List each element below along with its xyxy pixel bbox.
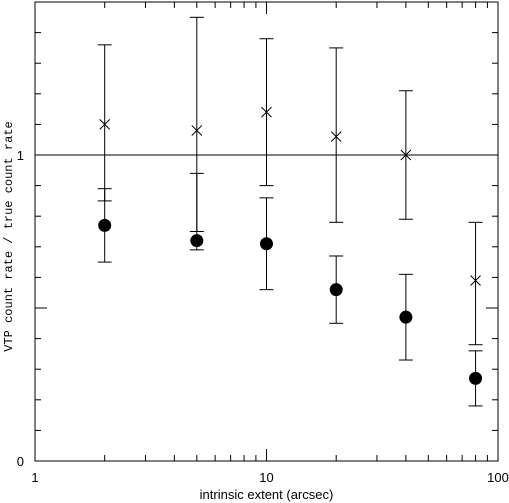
cross-stroke bbox=[99, 119, 111, 130]
circle-marker bbox=[190, 234, 204, 248]
x-tick-label: 100 bbox=[487, 470, 509, 485]
circle-marker bbox=[469, 371, 483, 385]
cross-marker bbox=[261, 106, 272, 118]
error-bars bbox=[97, 16, 483, 407]
cross-stroke bbox=[470, 275, 481, 286]
cross-stroke bbox=[400, 149, 412, 161]
cross-stroke bbox=[330, 131, 342, 142]
plot-axes bbox=[34, 1, 499, 462]
y-tick-label: 0 bbox=[17, 454, 24, 469]
cross-stroke bbox=[261, 106, 272, 118]
circle-marker bbox=[399, 310, 413, 324]
circle-marker bbox=[260, 237, 273, 251]
cross-stroke bbox=[191, 125, 203, 136]
cross-marker bbox=[191, 125, 203, 136]
cross-marker bbox=[330, 131, 342, 142]
x-tick-label: 1 bbox=[31, 470, 38, 485]
y-tick-label: 1 bbox=[17, 148, 24, 163]
y-axis-title: VTP count rate / true count rate bbox=[2, 121, 16, 351]
circle-marker bbox=[329, 283, 343, 297]
cross-marker bbox=[99, 119, 111, 130]
circle-marker bbox=[98, 218, 112, 232]
x-tick-label: 10 bbox=[259, 470, 273, 485]
cross-marker bbox=[400, 149, 412, 161]
data-markers bbox=[98, 106, 483, 385]
x-axis-title: intrinsic extent (arcsec) bbox=[200, 487, 334, 502]
cross-marker bbox=[470, 275, 481, 286]
